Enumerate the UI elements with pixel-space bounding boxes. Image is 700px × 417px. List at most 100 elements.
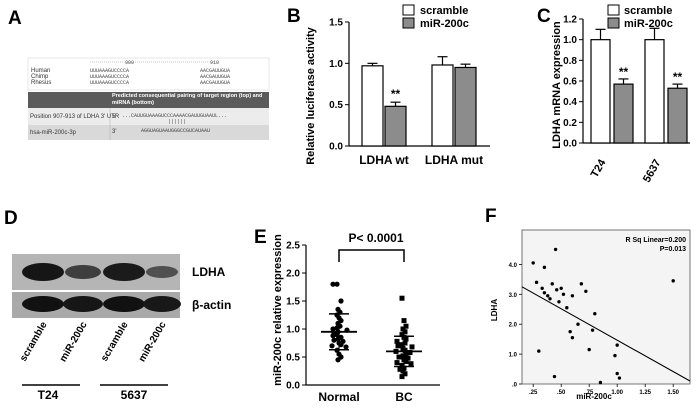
band-actin-1 xyxy=(22,296,64,312)
point-bc xyxy=(394,360,400,366)
band-actin-4 xyxy=(143,296,181,312)
point-f xyxy=(555,288,559,292)
c-ytick-label: 1.0 xyxy=(563,35,577,46)
f-ytick-label: 4.0 xyxy=(509,263,518,269)
point-bc xyxy=(399,342,405,348)
seq-rhesus: UUUAAAGUCCCCA xyxy=(90,80,129,86)
rsq-text: R Sq Linear=0.200 xyxy=(625,237,686,244)
position-900: 900 xyxy=(125,60,134,66)
legend-scramble-c: scramble xyxy=(624,5,672,17)
axes-f: .0 1.0 2.0 3.0 4.0 .25 .50 .75 1.00 1.25 1.50 xyxy=(509,263,680,396)
point-bc xyxy=(395,343,401,349)
pvalue-e: P< 0.0001 xyxy=(348,231,403,245)
legend-swatch-scramble-b xyxy=(402,4,415,16)
f-ytick-label: 3.0 xyxy=(509,293,518,299)
point-f xyxy=(546,294,550,298)
lane-label-2: miR-200c xyxy=(58,320,90,364)
mirna-three-prime: 3' xyxy=(112,129,116,135)
panel-d: D LDHA β-actin scramble miR-200c scrambl… xyxy=(4,208,231,402)
plot-area-f xyxy=(521,229,691,385)
point-bc xyxy=(399,295,405,301)
b-ytick-label: 1.0 xyxy=(329,59,343,70)
point-f xyxy=(531,261,535,265)
ylabel-f: LDHA xyxy=(490,299,499,321)
bar-c-scramble xyxy=(590,39,611,144)
b-ytick-label: 0.5 xyxy=(329,100,343,111)
point-bc xyxy=(394,338,400,344)
f-xtick-label: .50 xyxy=(557,390,566,396)
species-chimp: Chimp xyxy=(31,74,49,80)
point-f xyxy=(540,286,544,291)
point-f xyxy=(542,265,547,270)
point-f xyxy=(579,282,584,286)
point-bc xyxy=(407,350,413,356)
c-ytick-label: 0.0 xyxy=(563,139,577,150)
band-ldha-2 xyxy=(65,265,101,279)
band-actin-3 xyxy=(103,296,145,312)
group-label-5637: 5637 xyxy=(121,388,148,402)
band-actin-2 xyxy=(63,296,103,312)
target-position-label: Position 907-913 of LDHA 3' UTR xyxy=(30,114,120,120)
f-xtick-label: 1.25 xyxy=(639,390,651,396)
bars-b: ** xyxy=(361,56,477,147)
position-910: 910 xyxy=(210,60,219,66)
point-f xyxy=(553,247,558,252)
ylabel-e: miR-200c relative expression xyxy=(272,234,284,386)
points-e xyxy=(321,281,422,380)
seq-human-right: AACGAUUGUA xyxy=(200,68,230,74)
ylabel-c: LDHA mRNA expression xyxy=(551,21,563,149)
point-f xyxy=(587,347,591,352)
panel-b: B scramble miR-200c Relative luciferase … xyxy=(287,4,490,167)
point-normal xyxy=(329,343,335,349)
point-f xyxy=(561,292,566,296)
legend-scramble-b: scramble xyxy=(420,5,468,17)
sig-b: ** xyxy=(391,87,401,101)
point-f xyxy=(598,380,603,385)
band-label-ldha: LDHA xyxy=(192,265,226,279)
target-sequence: ...CAUUGUAAAGUCCCAAAACGAUUGUAAUL... xyxy=(122,113,227,119)
point-f xyxy=(568,329,572,334)
ylabel-b: Relative luciferase activity xyxy=(305,26,317,164)
legend-swatch-mir-c xyxy=(607,17,620,29)
panel-f: F R Sq Linear=0.200 P=0.013 LDHA miR-200… xyxy=(485,206,691,401)
point-f xyxy=(565,306,569,310)
point-bc xyxy=(397,366,403,372)
point-bc xyxy=(405,355,411,361)
point-bc xyxy=(403,323,409,329)
point-bc xyxy=(403,351,409,357)
seq-rhesus-right: AACGAUUGUA xyxy=(200,80,230,86)
panel-label-b: B xyxy=(287,6,301,27)
group-label-t24: T24 xyxy=(38,388,59,402)
point-bc xyxy=(396,354,402,360)
xlabel-normal: Normal xyxy=(318,390,359,404)
point-bc xyxy=(401,318,407,324)
point-f xyxy=(593,312,597,316)
table-header-left xyxy=(28,92,110,108)
c-ytick-label: 1.2 xyxy=(563,15,577,26)
point-f xyxy=(613,353,617,358)
f-ytick-label: .0 xyxy=(512,383,518,389)
c-ytick-label: 0.2 xyxy=(563,118,577,129)
point-f xyxy=(576,322,580,326)
point-normal xyxy=(334,325,340,331)
band-ldha-3 xyxy=(103,263,145,281)
point-f xyxy=(557,300,561,304)
point-normal xyxy=(335,357,341,363)
f-xtick-label: 1.50 xyxy=(667,390,679,396)
point-bc xyxy=(403,358,409,364)
c-ytick-label: 0.8 xyxy=(563,56,577,67)
point-bc xyxy=(402,329,408,335)
xlabel-f: miR-200c xyxy=(576,392,612,401)
seq-chimp-right: AACGAUUGUA xyxy=(200,74,230,80)
panel-label-f: F xyxy=(485,206,497,227)
band-label-actin: β-actin xyxy=(192,298,231,312)
panel-c: C scramble miR-200c LDHA mRNA expression… xyxy=(537,4,690,185)
point-normal xyxy=(330,281,336,287)
pvalue-f: P=0.013 xyxy=(660,246,686,253)
sig-c: ** xyxy=(673,70,683,84)
legend-swatch-mir-b xyxy=(402,17,415,29)
xlabel-ldha-mut: LDHA mut xyxy=(425,153,483,167)
bars-c: ** ** xyxy=(590,27,688,144)
f-ytick-label: 1.0 xyxy=(509,353,518,359)
